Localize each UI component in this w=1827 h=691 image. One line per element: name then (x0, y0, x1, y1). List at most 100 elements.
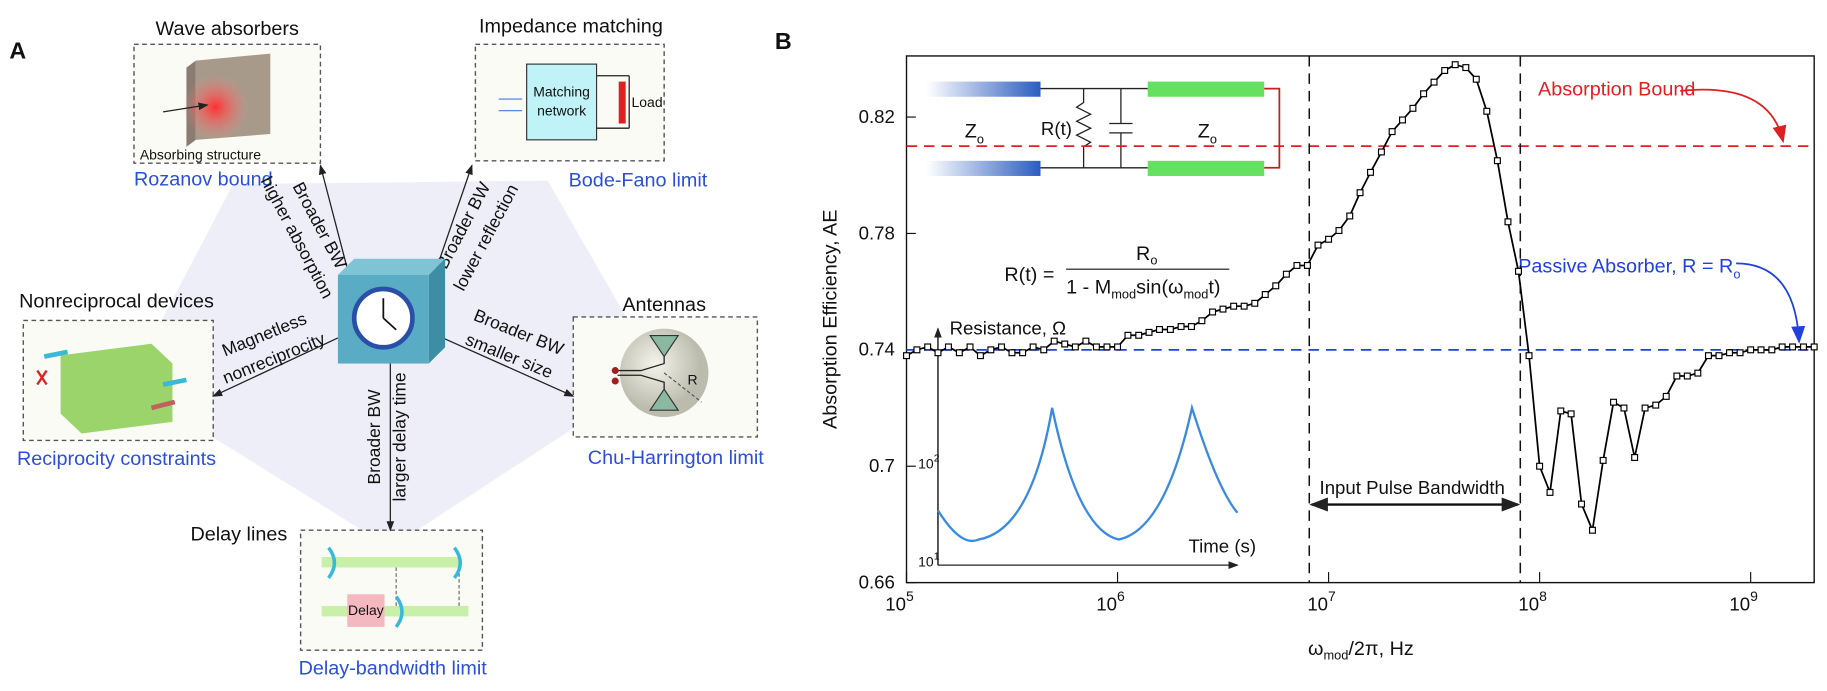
data-point (987, 346, 995, 354)
node-limit: Delay-bandwidth limit (299, 658, 488, 680)
background-pentagon (128, 180, 659, 548)
data-point (1652, 401, 1660, 409)
data-point (1810, 343, 1818, 351)
data-point (1388, 128, 1396, 136)
data-point (1610, 398, 1618, 406)
x-tick-sup: 5 (906, 588, 914, 604)
data-point (1029, 343, 1037, 351)
data-point (1198, 317, 1206, 325)
data-point (1631, 454, 1639, 461)
node-inner: Absorbing structure (140, 147, 261, 163)
x-tick-label: 105 (885, 588, 914, 614)
x-tick-sup: 6 (1117, 588, 1125, 604)
data-point (1451, 61, 1459, 69)
y-tick-label: 0.78 (859, 222, 895, 243)
data-point (1040, 346, 1048, 354)
data-point (1673, 372, 1681, 380)
terminal (611, 367, 619, 375)
impedance-z: Z (965, 121, 977, 143)
wave-arrow (163, 102, 209, 113)
formula-den: 1 - Mmodsin(ωmodt) (1066, 277, 1220, 302)
node-title: Impedance matching (479, 16, 663, 38)
data-point (1578, 500, 1586, 508)
x-tick-sup: 9 (1750, 588, 1758, 604)
data-point (934, 349, 942, 357)
clock-hands (382, 298, 397, 331)
wire (596, 75, 630, 129)
x-tick-base: 10 (1096, 594, 1117, 615)
data-point (924, 343, 932, 351)
pulse (327, 546, 462, 628)
input-arrow (43, 349, 69, 359)
data-point (1155, 325, 1163, 333)
x-tick-base: 10 (1518, 594, 1539, 615)
formula-sub: o (1150, 253, 1157, 268)
formula-part: t) (1208, 277, 1220, 299)
data-point (1736, 349, 1744, 357)
data-point (1008, 349, 1016, 357)
node-limit: Reciprocity constraints (17, 448, 216, 470)
data-point (1187, 323, 1195, 331)
impedance-sub: o (977, 131, 984, 146)
line-bar (321, 556, 460, 568)
impedance-sub: o (1210, 131, 1217, 146)
data-point (903, 352, 911, 360)
data-point (955, 349, 963, 357)
data-point (1536, 462, 1544, 470)
inset-tick-sup: 2 (934, 453, 940, 464)
data-point (1493, 157, 1501, 165)
circuit (1040, 87, 1148, 169)
data-point (1800, 343, 1807, 351)
data-point (1251, 299, 1259, 307)
x-axis-label-part: ω (1308, 638, 1323, 660)
data-point (1261, 291, 1269, 299)
data-point (1409, 104, 1417, 112)
x-tick-label: 106 (1096, 588, 1125, 614)
antenna-element (649, 388, 680, 411)
data-point (1377, 148, 1385, 156)
data-point (1747, 346, 1755, 354)
line-bar (1147, 160, 1265, 176)
data-point (1599, 456, 1607, 464)
data-point (1061, 340, 1069, 348)
delay-box (347, 594, 385, 627)
data-point (1019, 349, 1027, 357)
node-inner: Load (632, 94, 663, 110)
circuit-load (1264, 87, 1281, 169)
data-point (1166, 325, 1174, 333)
data-point (1462, 64, 1470, 72)
formula-part: sin(ω (1136, 277, 1183, 299)
formula-sub: mod (1184, 286, 1209, 301)
data-point (1293, 261, 1301, 269)
formula-sub: mod (1111, 286, 1136, 301)
antenna-element (649, 335, 680, 358)
x-axis-label: ωmod/2π, Hz (1308, 638, 1414, 663)
data-point (1092, 343, 1100, 351)
terminal (611, 377, 619, 385)
y-tick-label: 0.74 (859, 339, 895, 360)
formula-lhs: R(t) = (1004, 264, 1054, 286)
plot-frame (905, 55, 1815, 584)
panel-label: B (775, 28, 792, 54)
data-point (1567, 410, 1575, 418)
formula-part: 1 - M (1066, 277, 1111, 299)
data-point (1356, 189, 1364, 197)
annotation-arrow (1680, 88, 1787, 144)
data-point (1546, 488, 1554, 496)
data-point (1441, 67, 1449, 74)
x-tick-label: 108 (1518, 588, 1547, 614)
data-point (1135, 331, 1143, 339)
data-point (1683, 372, 1691, 380)
y-axis-label: Absorption Efficiency, AE (820, 210, 842, 429)
data-point (1219, 305, 1227, 313)
node-title: Nonreciprocal devices (19, 291, 214, 313)
impedance: Zo (965, 121, 984, 147)
arrow-label-line: larger delay time (389, 372, 409, 501)
data-point (1662, 392, 1670, 400)
cube-side (428, 258, 446, 364)
data-point (1335, 227, 1343, 235)
data-point (1240, 302, 1248, 310)
data-point (1399, 116, 1406, 124)
node-title: Delay lines (190, 524, 287, 546)
